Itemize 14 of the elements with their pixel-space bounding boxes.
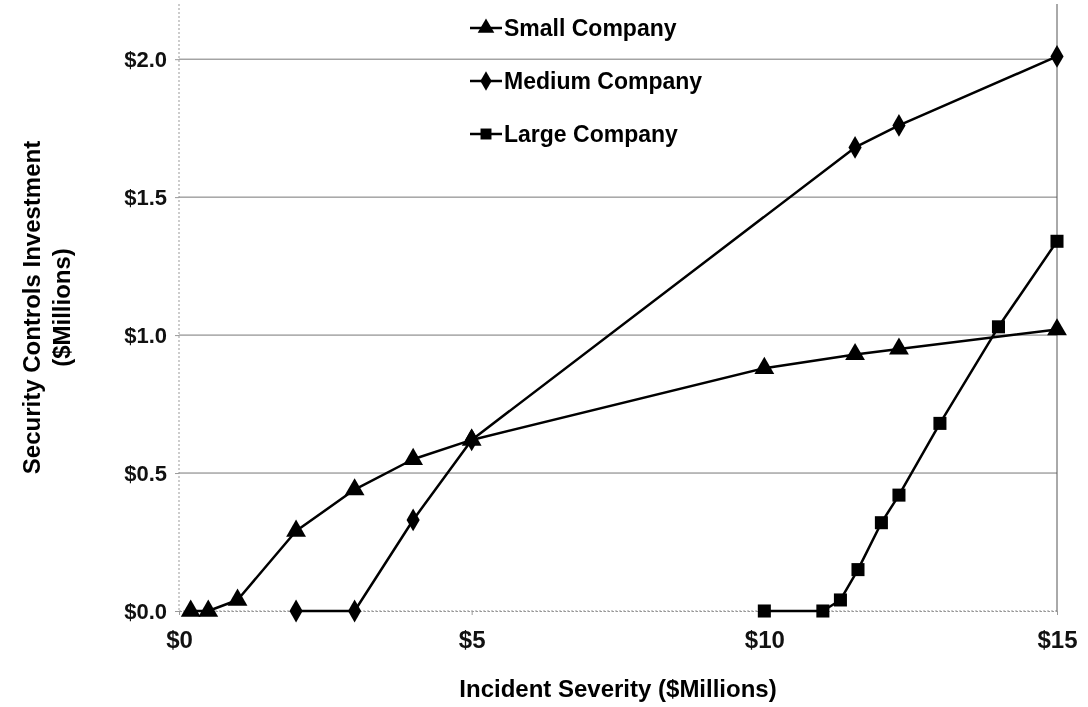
y-tick-label: $1.0 [124, 322, 167, 348]
y-tick-label: $2.0 [124, 46, 167, 72]
legend-label: Large Company [504, 121, 679, 147]
legend-label: Small Company [504, 15, 677, 41]
y-axis-title: Security Controls Investment ($Millions) [18, 140, 75, 475]
x-tick-label: $10 [744, 626, 785, 654]
y-tick-label: $0.0 [124, 598, 167, 624]
x-tick-label: $5 [458, 626, 486, 654]
y-tick-label: $1.5 [124, 184, 167, 210]
x-axis-title: Incident Severity ($Millions) [459, 675, 777, 702]
x-tick-label: $0 [166, 626, 193, 654]
x-tick-label: $15 [1037, 626, 1078, 654]
legend-label: Medium Company [504, 68, 703, 94]
y-tick-label: $0.5 [124, 460, 167, 486]
